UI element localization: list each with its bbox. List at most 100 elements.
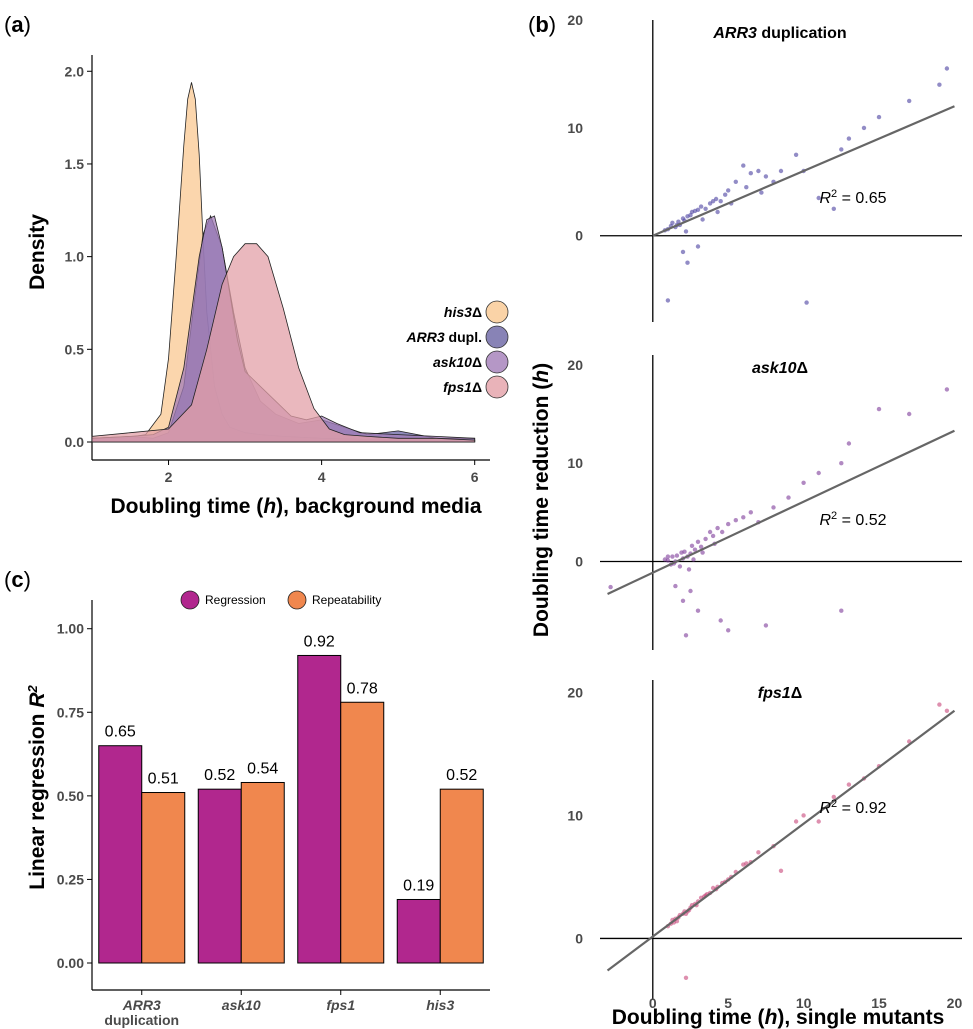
y-tick-label: 2.0	[65, 63, 85, 79]
scatter-point	[700, 217, 705, 222]
scatter-point	[816, 195, 821, 201]
y-tick-label: 0	[575, 930, 583, 946]
scatter-point	[733, 518, 738, 523]
y-axis-title: Doubling time reduction (h)	[530, 363, 553, 637]
legend-label: Repeatability	[312, 593, 381, 607]
scatter-point	[741, 515, 746, 520]
y-tick-label: 1.5	[65, 156, 85, 172]
bar-repeatability	[439, 788, 484, 964]
panel-a: (a) 0.0 0.5 1.0 1.5 2.0 2 4 6 Doubling time (h), …	[4, 12, 509, 518]
scatter-point	[831, 206, 836, 211]
x-axis-title: Doubling time (h), single mutants	[612, 1006, 945, 1029]
legend-label: ask10Δ	[433, 354, 482, 370]
scatter-point	[793, 152, 799, 157]
scatter-point	[726, 628, 731, 633]
x-tick-label: fps1	[326, 997, 355, 1013]
scatter-point	[680, 598, 686, 603]
scatter-point	[786, 495, 791, 500]
y-tick-label: 0.50	[57, 788, 84, 804]
scatter-point	[763, 623, 769, 628]
scatter-point	[695, 539, 701, 544]
scatter-point	[937, 702, 942, 707]
scatter-point	[673, 583, 678, 589]
scatter-point	[695, 608, 701, 613]
scatter-point	[726, 521, 731, 527]
scatter-point	[670, 554, 675, 559]
scatter-point	[713, 196, 719, 202]
y-tick-label: 0.00	[57, 955, 84, 971]
scatter-point	[801, 480, 806, 485]
r-squared-label: R2 = 0.65	[819, 188, 886, 207]
scatter-point	[876, 406, 882, 412]
x-tick-label: ARR3	[122, 997, 161, 1013]
scatter-point	[695, 207, 701, 212]
x-tick-label: 2	[165, 469, 173, 485]
scatter-point	[744, 185, 749, 190]
y-tick-label: 1.0	[65, 249, 85, 265]
scatter-point	[718, 618, 723, 623]
scatter-point	[733, 179, 738, 184]
scatter-point	[771, 505, 776, 510]
y-tick-label: 0.5	[65, 341, 85, 357]
bar-repeatability	[240, 781, 285, 964]
scatter-point	[756, 168, 761, 174]
panel-label: (b)	[528, 12, 556, 37]
scatter-point	[778, 868, 784, 873]
y-tick-label: 10	[567, 120, 583, 136]
scatter-point	[679, 550, 684, 555]
subplot-title: ARR3 duplication	[712, 25, 846, 42]
x-tick-label: 4	[318, 469, 326, 485]
scatter-point	[698, 204, 704, 209]
scatter-point	[816, 470, 821, 476]
scatter-point	[839, 147, 844, 152]
scatter-point	[944, 66, 950, 71]
x-tick-sublabel: duplication	[104, 1012, 179, 1028]
y-tick-label: 0.0	[65, 434, 85, 450]
scatter-point	[608, 584, 613, 590]
legend-swatch	[485, 350, 509, 374]
scatter-point	[831, 794, 836, 800]
legend-swatch	[485, 325, 509, 349]
scatter-point	[861, 125, 867, 131]
x-axis-title: Doubling time (h), background media	[110, 495, 481, 518]
scatter-point	[944, 708, 950, 713]
scatter-point	[756, 850, 761, 855]
y-tick-label: 1.00	[57, 621, 84, 637]
density-area-4	[91, 243, 476, 443]
y-axis-title: Linear regression R2	[25, 684, 50, 889]
legend-label: Regression	[205, 593, 266, 607]
scatter-point	[665, 298, 671, 303]
bar-value-label: 0.51	[148, 771, 179, 788]
bar-value-label: 0.78	[347, 680, 378, 697]
legend-swatch	[180, 590, 200, 610]
y-tick-label: 20	[567, 357, 583, 373]
subplot-title: fps1Δ	[758, 685, 802, 702]
scatter-point	[741, 163, 746, 168]
scatter-point	[907, 411, 912, 417]
bar-regression	[297, 654, 342, 964]
scatter-point	[723, 192, 728, 197]
bar-value-label: 0.19	[403, 877, 434, 894]
y-tick-label: 20	[567, 684, 583, 700]
legend-swatch	[287, 590, 307, 610]
scatter-point	[726, 188, 731, 193]
legend-label: ARR3 dupl.	[406, 329, 482, 345]
r-squared-label: R2 = 0.92	[819, 798, 886, 817]
scatter-point	[804, 300, 809, 305]
scatter-point	[691, 557, 696, 562]
scatter-point	[720, 529, 725, 535]
scatter-point	[876, 114, 882, 120]
x-tick-label: 15	[871, 995, 887, 1011]
scatter-point	[703, 206, 708, 211]
scatter-point	[801, 813, 806, 818]
regression-line	[606, 709, 956, 972]
bar-repeatability	[340, 701, 385, 964]
scatter-point	[793, 819, 799, 824]
x-tick-label: 6	[471, 469, 479, 485]
bar-regression	[197, 788, 242, 964]
scatter-point	[846, 782, 852, 787]
scatter-point	[695, 244, 701, 249]
scatter-point	[937, 82, 942, 87]
panel-b: (b) 0 10 20 ARR3 duplication R2 = 0.65 0 10 20 as…	[528, 12, 962, 1029]
